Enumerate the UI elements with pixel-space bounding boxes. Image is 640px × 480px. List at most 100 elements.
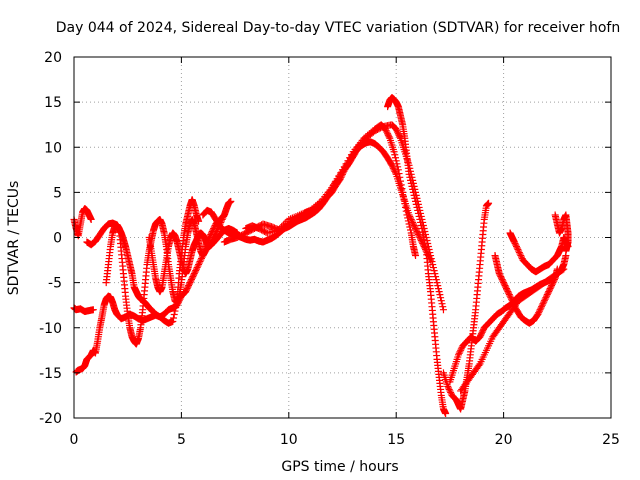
x-tick-label: 10: [280, 432, 298, 448]
data-point: [506, 292, 514, 300]
data-point: [407, 176, 415, 184]
data-point: [548, 280, 556, 288]
data-point: [505, 289, 513, 297]
data-point: [396, 133, 404, 141]
data-point: [388, 161, 396, 169]
data-point: [409, 218, 417, 226]
data-point: [550, 277, 558, 285]
data-point: [518, 253, 525, 261]
x-tick-label: 25: [602, 432, 620, 448]
data-point: [538, 301, 546, 309]
data-point: [406, 173, 414, 181]
data-point: [385, 133, 393, 141]
data-point: [497, 273, 505, 281]
data-point: [428, 258, 436, 266]
data-point: [507, 295, 515, 303]
data-point: [436, 291, 444, 299]
data-point: [410, 221, 418, 229]
data-point: [545, 288, 553, 296]
data-point: [415, 212, 423, 220]
data-point: [414, 229, 422, 237]
data-point: [411, 194, 419, 202]
data-point: [478, 328, 486, 336]
data-point: [454, 351, 462, 359]
data-point: [434, 282, 442, 290]
data-point: [432, 276, 440, 284]
data-point: [548, 282, 556, 290]
data-point: [446, 387, 454, 395]
data-point: [208, 227, 216, 235]
y-tick-label: -15: [39, 366, 62, 382]
data-point: [183, 285, 191, 293]
data-point: [442, 409, 450, 417]
data-point: [437, 294, 445, 302]
data-point: [191, 268, 199, 276]
data-point: [476, 333, 484, 341]
data-point: [187, 276, 195, 284]
data-point: [409, 188, 417, 196]
data-point: [394, 128, 402, 136]
data-point: [495, 270, 503, 278]
data-point: [514, 246, 522, 254]
data-point: [391, 151, 399, 159]
tick-labels: 0 5 10 15 20 25 -20 -15 -10 -5 0 5 10 15 20: [39, 50, 620, 448]
data-point: [509, 298, 517, 306]
data-point: [538, 303, 546, 311]
data-point: [404, 217, 412, 225]
data-point: [562, 247, 570, 255]
x-axis-title: GPS time / hours: [281, 459, 398, 475]
data-point: [444, 382, 452, 390]
data-point: [207, 229, 215, 237]
data-point: [510, 238, 518, 246]
data-point: [429, 261, 437, 269]
data-point: [412, 224, 420, 232]
data-point: [550, 276, 558, 284]
data-point: [402, 207, 410, 215]
data-point: [479, 327, 487, 335]
data-point: [196, 258, 204, 266]
data-point: [447, 388, 455, 396]
data-point: [395, 131, 403, 139]
data-point: [392, 157, 400, 165]
data-point: [420, 236, 428, 244]
x-tick-label: 0: [70, 432, 79, 448]
data-point: [405, 170, 413, 178]
data-point: [391, 154, 399, 162]
data-point: [439, 303, 447, 311]
data-point: [513, 244, 521, 252]
data-point: [457, 346, 465, 354]
series-arc-j: [384, 94, 450, 417]
data-point: [512, 241, 520, 249]
data-point: [547, 283, 555, 291]
data-point: [89, 306, 97, 314]
x-tick-label: 15: [387, 432, 405, 448]
data-point: [185, 280, 193, 288]
data-point: [394, 166, 402, 174]
data-point: [439, 306, 447, 314]
data-point: [401, 200, 409, 208]
data-point: [413, 203, 421, 211]
data-point: [507, 294, 515, 302]
y-tick-label: -20: [39, 411, 62, 427]
data-point: [189, 273, 197, 281]
data-point: [535, 309, 543, 317]
data-point: [511, 303, 519, 311]
data-point: [433, 279, 441, 287]
data-point: [192, 267, 200, 275]
y-axis-title: SDTVAR / TECUs: [6, 181, 22, 296]
data-point: [403, 211, 411, 219]
data-point: [438, 300, 446, 308]
data-point: [384, 130, 392, 138]
series-arc-p: [551, 211, 572, 255]
grid: [74, 57, 611, 418]
data-point: [517, 252, 525, 260]
data-point: [187, 277, 195, 285]
data-point: [510, 301, 518, 309]
data-point: [87, 215, 95, 223]
data-point: [475, 361, 483, 369]
chart-title: Day 044 of 2024, Sidereal Day-to-day VTE…: [56, 20, 620, 36]
data-point: [534, 310, 542, 318]
data-point: [414, 206, 422, 214]
data-point: [407, 179, 415, 187]
